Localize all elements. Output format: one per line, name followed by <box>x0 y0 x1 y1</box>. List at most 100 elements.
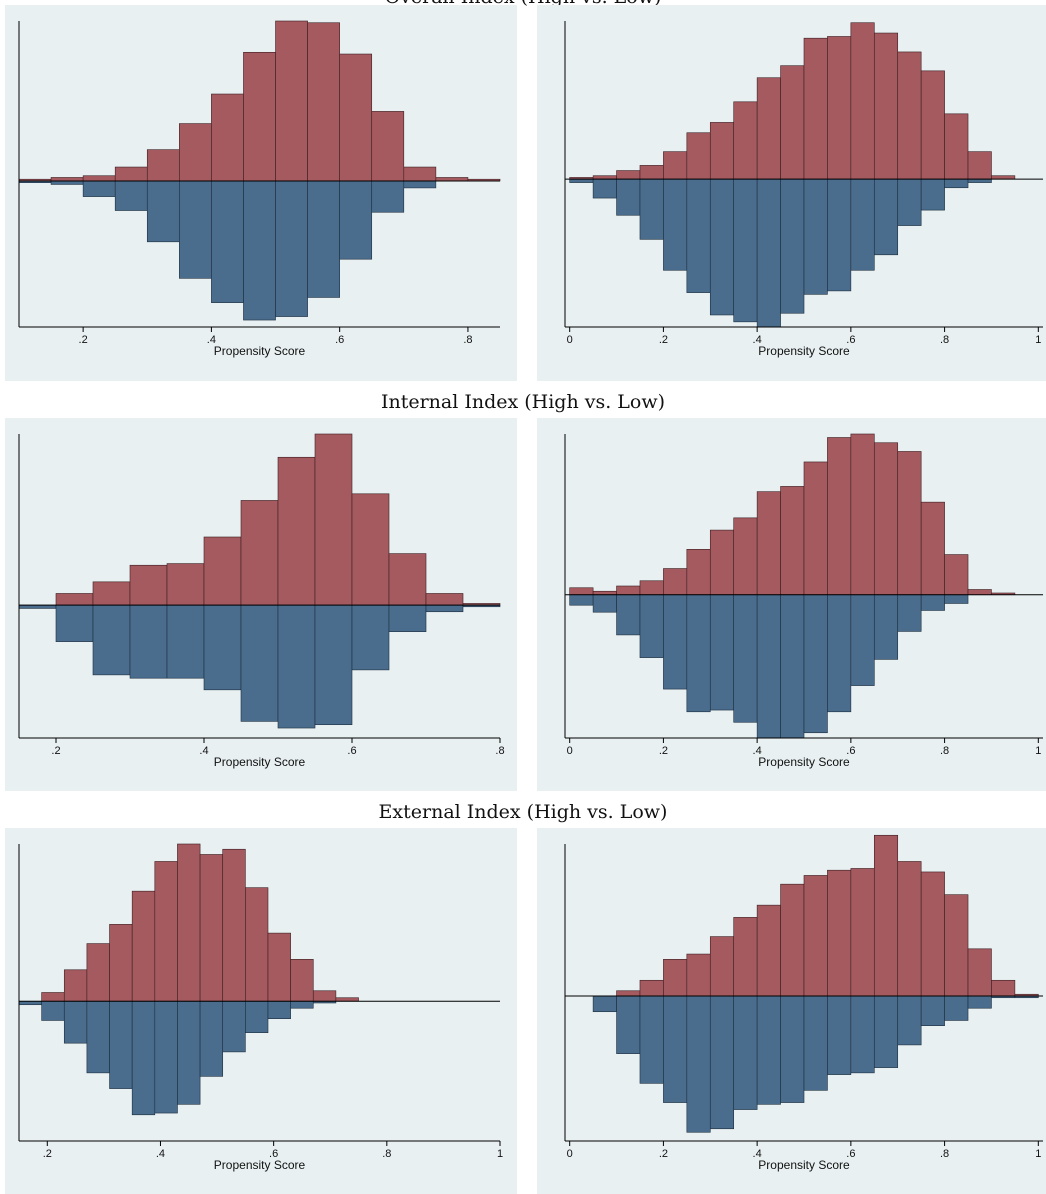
upper-bar <box>314 433 353 606</box>
upper-bar <box>592 175 617 180</box>
upper-bar <box>639 580 664 596</box>
upper-bar <box>756 77 781 180</box>
lower-bar <box>944 178 969 189</box>
lower-bar <box>827 594 852 713</box>
chart-panel-overall-right: 0 .2 .4 .6 .8 1 Propensity Score <box>537 5 1046 381</box>
lower-bar <box>686 178 711 293</box>
x-tick-label: .2 <box>659 745 668 757</box>
upper-bar <box>827 437 852 596</box>
upper-bar <box>41 992 65 1002</box>
lower-bar <box>211 180 244 303</box>
lower-bar <box>569 594 594 606</box>
lower-bar <box>873 178 899 256</box>
histogram-external-left: .2 .4 .6 .8 1 Propensity Score <box>18 843 503 1172</box>
x-tick-label: .6 <box>335 334 344 346</box>
x-tick-label: .8 <box>495 745 504 757</box>
upper-bar <box>803 461 828 596</box>
upper-bar <box>177 843 201 1002</box>
upper-bar <box>709 122 735 180</box>
upper-bar <box>733 917 758 997</box>
upper-bar <box>733 517 758 596</box>
upper-bar <box>203 536 242 606</box>
lower-bar <box>114 180 148 211</box>
upper-bar <box>435 177 469 182</box>
x-tick-label: .4 <box>207 334 216 346</box>
upper-bar <box>290 959 314 1002</box>
lower-bar <box>275 180 308 317</box>
upper-bar <box>686 549 711 596</box>
upper-bar <box>873 32 899 180</box>
lower-bar <box>339 180 373 260</box>
lower-bar <box>639 995 664 1084</box>
upper-bar <box>967 948 992 997</box>
upper-bar <box>351 493 390 606</box>
upper-bar <box>686 132 711 180</box>
lower-bar <box>756 594 781 739</box>
lower-bar <box>425 604 464 613</box>
upper-bar <box>709 936 735 997</box>
histogram-internal-right: 0 .2 .4 .6 .8 1 Propensity Score <box>564 433 1043 769</box>
upper-bar <box>873 442 899 596</box>
lower-bar <box>177 1000 201 1105</box>
lower-bar <box>569 178 594 183</box>
lower-bar <box>351 604 390 671</box>
upper-bar <box>166 563 205 606</box>
lower-bar <box>756 178 781 328</box>
upper-bar <box>780 486 805 596</box>
x-tick-label: .4 <box>753 745 762 757</box>
upper-bar <box>92 581 131 606</box>
upper-bar <box>686 953 711 997</box>
upper-bar <box>780 883 805 997</box>
upper-bar <box>403 166 437 182</box>
upper-bar <box>897 451 922 596</box>
lower-bar <box>92 604 131 676</box>
lower-bar <box>663 594 688 690</box>
lower-bar <box>307 180 340 298</box>
lower-bar <box>827 178 852 292</box>
upper-bar <box>114 166 148 182</box>
lower-bar <box>166 604 205 679</box>
upper-bar <box>780 65 805 180</box>
upper-bar <box>82 175 116 182</box>
upper-bar <box>663 568 688 596</box>
upper-bar <box>50 177 84 182</box>
upper-bar <box>616 170 641 180</box>
x-tick-label: .4 <box>199 745 208 757</box>
histogram-overall-right: 0 .2 .4 .6 .8 1 Propensity Score <box>564 21 1043 358</box>
upper-bar <box>639 979 664 997</box>
upper-bar <box>639 165 664 180</box>
lower-bar <box>371 180 405 213</box>
upper-bar <box>873 834 899 997</box>
upper-bar <box>211 93 244 182</box>
lower-bar <box>86 1000 110 1074</box>
lower-bar <box>55 604 94 642</box>
x-tick-label: .6 <box>347 745 356 757</box>
lower-bar <box>592 995 617 1013</box>
lower-bar <box>109 1000 133 1089</box>
x-tick-label: .8 <box>940 1148 949 1160</box>
lower-bar <box>780 178 805 314</box>
upper-bar <box>827 36 852 180</box>
upper-bar <box>243 51 276 182</box>
x-tick-label: 0 <box>567 745 573 757</box>
lower-bar <box>780 995 805 1103</box>
lower-bar <box>709 995 735 1130</box>
histogram-internal-left: .2 .4 .6 .8 Propensity Score <box>18 433 505 769</box>
upper-bar <box>850 433 875 596</box>
upper-bar <box>179 123 212 182</box>
upper-bar <box>388 553 427 606</box>
x-tick-label: .2 <box>43 1148 52 1160</box>
upper-bar <box>920 70 945 180</box>
lower-bar <box>18 1000 42 1006</box>
upper-bar <box>245 887 269 1002</box>
x-tick-label: .2 <box>659 334 668 346</box>
upper-bar <box>616 585 641 596</box>
x-axis-label: Propensity Score <box>214 344 306 358</box>
x-tick-label: .2 <box>79 334 88 346</box>
x-tick-label: .6 <box>846 334 855 346</box>
lower-bar <box>82 180 116 197</box>
upper-bar <box>850 868 875 997</box>
lower-bar <box>146 180 180 243</box>
lower-bar <box>733 995 758 1110</box>
lower-bar <box>277 604 316 729</box>
